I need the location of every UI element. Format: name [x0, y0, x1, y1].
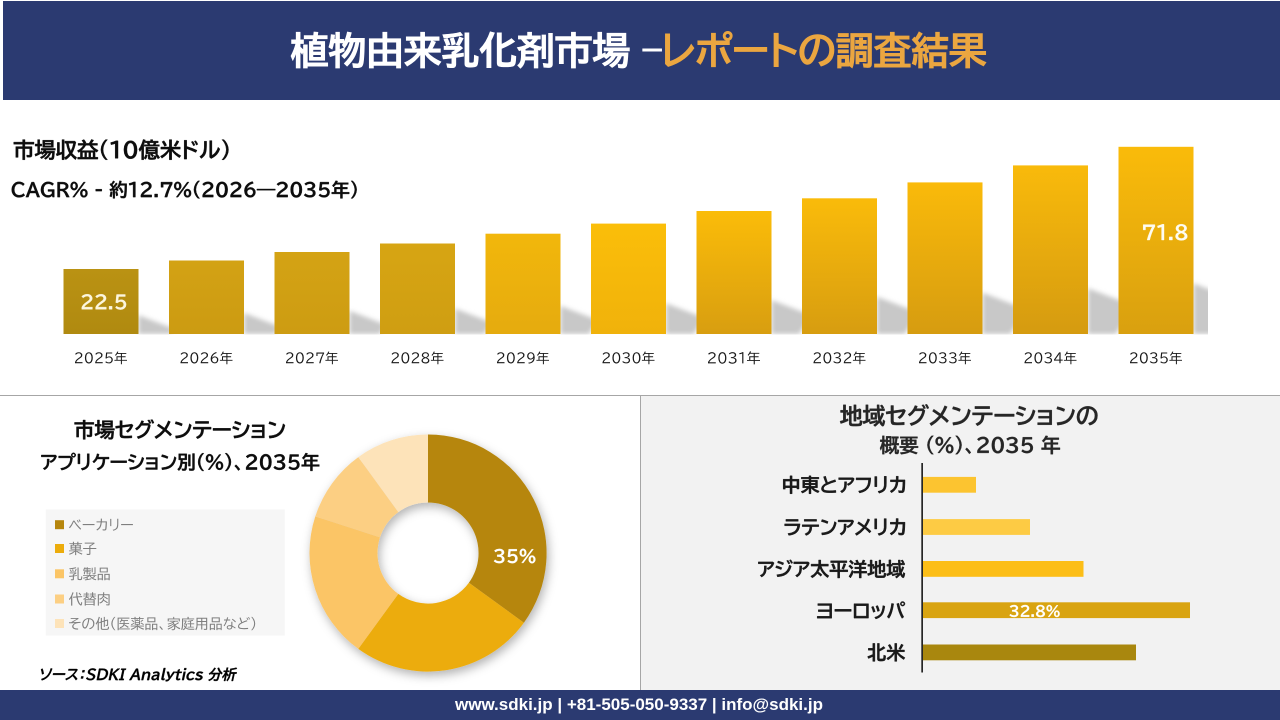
svg-text:www.sdki.jp | +81-505-050-9337: www.sdki.jp | +81-505-050-9337 | info@sd… [454, 695, 823, 714]
